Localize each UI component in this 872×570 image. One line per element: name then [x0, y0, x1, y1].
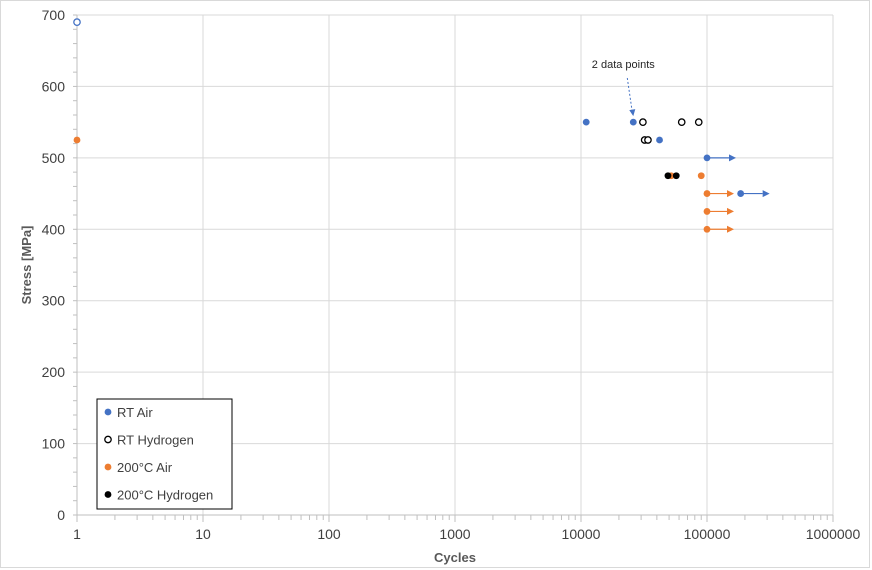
- y-tick-label: 400: [42, 221, 66, 237]
- runout-arrow-head: [727, 190, 734, 198]
- point-1: [694, 118, 703, 126]
- x-tick-label: 1000: [439, 526, 470, 542]
- x-tick-label: 100000: [684, 526, 731, 542]
- legend-label: RT Hydrogen: [117, 433, 194, 448]
- point-3: [672, 172, 680, 180]
- annotation-label: 2 data points: [592, 59, 655, 71]
- point-1: [644, 136, 652, 144]
- point-2: [73, 136, 81, 144]
- legend: RT Air RT Hydrogen 200°C Air 200°C Hydrogen: [96, 398, 233, 510]
- runout-arrow-head: [729, 154, 736, 162]
- y-tick-label: 300: [42, 293, 66, 309]
- x-tick-label: 1: [73, 526, 81, 542]
- x-tick-label: 1000000: [806, 526, 861, 542]
- point-1: [639, 118, 647, 126]
- annotation-arrowhead: [629, 109, 636, 117]
- runout-arrow-head: [762, 190, 770, 198]
- legend-box: [96, 398, 233, 510]
- legend-marker: [104, 435, 112, 444]
- point-0: [582, 118, 590, 126]
- point-0: [656, 136, 663, 144]
- runout-arrow-head: [727, 207, 734, 215]
- point-3: [664, 172, 672, 180]
- runout-arrow-head: [727, 225, 734, 233]
- point-0: [629, 118, 637, 126]
- point-2: [697, 172, 705, 180]
- point-2: [703, 208, 711, 215]
- y-tick-label: 700: [42, 7, 66, 23]
- point-0: [703, 154, 711, 162]
- x-tick-label: 100: [317, 526, 341, 542]
- y-tick-label: 500: [42, 150, 66, 166]
- runout-arrows: [710, 154, 770, 233]
- y-tick-label: 600: [42, 78, 66, 94]
- x-tick-label: 10000: [562, 526, 601, 542]
- legend-label: 200°C Hydrogen: [117, 488, 213, 503]
- point-0: [737, 190, 745, 197]
- grid-lines: [77, 14, 834, 515]
- point-1: [677, 118, 686, 126]
- x-tick-label: 10: [195, 526, 211, 542]
- y-axis-title: Stress [MPa]: [19, 226, 34, 305]
- axes: 0 100 200 300 400 500 600 700 1 10 100 1000 10000 100…: [42, 7, 861, 542]
- point-2: [703, 190, 711, 197]
- legend-marker: [104, 408, 112, 416]
- point-2: [703, 225, 711, 233]
- y-tick-label: 200: [42, 364, 66, 380]
- point-extra: [73, 18, 81, 26]
- annotations: 2 data points: [592, 59, 655, 117]
- legend-marker: [104, 491, 112, 498]
- x-axis-title: Cycles: [434, 550, 476, 565]
- legend-label: 200°C Air: [117, 460, 173, 475]
- data-points: [73, 18, 745, 233]
- y-tick-label: 0: [57, 507, 65, 523]
- annotation-leader: [626, 77, 633, 113]
- legend-label: RT Air: [117, 405, 153, 420]
- y-tick-label: 100: [42, 436, 66, 452]
- legend-marker: [104, 463, 112, 471]
